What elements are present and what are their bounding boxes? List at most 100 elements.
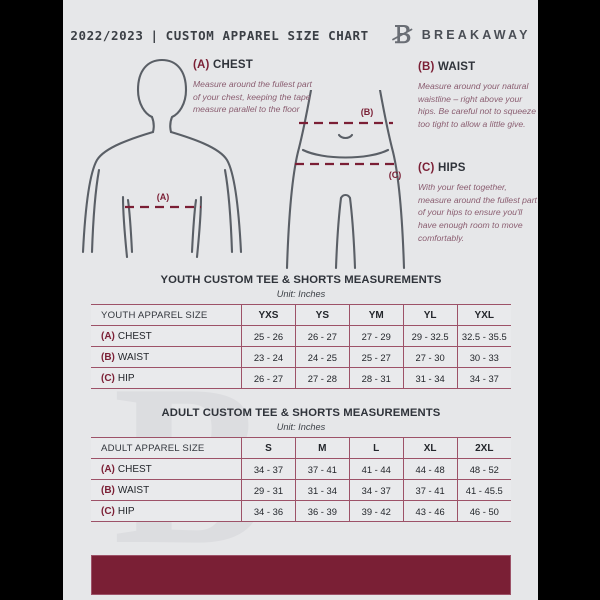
adult-size-header-0: S [241,437,296,459]
youth-cell-0-2: 27 - 29 [349,325,404,347]
youth-cell-1-4: 30 - 33 [457,346,511,368]
table-row: (A) CHEST 25 - 26 26 - 27 27 - 29 29 - 32… [91,325,511,347]
header-title: CUSTOM APPAREL SIZE CHART [165,27,369,43]
adult-cell-1-2: 34 - 37 [349,479,404,501]
hips-line-label: (C) [389,170,402,180]
callout-waist-tag: (B) [418,61,435,73]
youth-row-0-tag: (A) [101,330,115,342]
adult-row-2-name: HIP [117,505,135,517]
callout-hips-title: HIPS [437,162,466,174]
table-row: (A) CHEST 34 - 37 37 - 41 41 - 44 44 - 48… [91,458,511,480]
youth-row-1-label: (B) WAIST [91,346,242,368]
youth-row-1-tag: (B) [101,351,115,363]
callout-chest-heading: (A) CHEST [193,59,313,71]
youth-table-unit: Unit: Inches [276,289,326,299]
youth-header-label: YOUTH APPAREL SIZE [91,304,242,326]
adult-row-1-name: WAIST [117,484,150,496]
adult-cell-2-2: 39 - 42 [349,500,404,522]
adult-cell-0-3: 44 - 48 [403,458,458,480]
table-row: (C) HIP 26 - 27 27 - 28 28 - 31 31 - 34 3… [91,367,511,389]
adult-size-header-3: XL [403,437,458,459]
callout-hips-text: With your feet together, measure around … [418,182,537,243]
adult-table-title: ADULT CUSTOM TEE & SHORTS MEASUREMENTS [161,407,441,419]
header-separator: | [150,27,159,43]
adult-header-label: ADULT APPAREL SIZE [91,437,242,459]
youth-size-header-1: YS [295,304,350,326]
brand-name: BREAKAWAY [421,28,531,42]
adult-row-2-tag: (C) [101,505,115,517]
adult-row-1-label: (B) WAIST [91,479,242,501]
chest-line-label: (A) [157,192,170,202]
adult-cell-1-4: 41 - 45.5 [457,479,511,501]
youth-cell-2-3: 31 - 34 [403,367,458,389]
adult-row-0-name: CHEST [117,463,152,475]
youth-row-0-name: CHEST [117,330,152,342]
adult-cell-2-1: 36 - 39 [295,500,350,522]
callout-hips-heading: (C) HIPS [418,162,538,174]
youth-cell-0-1: 26 - 27 [295,325,350,347]
breakaway-b-monogram-icon [391,25,413,44]
youth-table-title: YOUTH CUSTOM TEE & SHORTS MEASUREMENTS [160,274,442,286]
adult-cell-1-3: 37 - 41 [403,479,458,501]
youth-size-header-4: YXL [457,304,511,326]
callout-chest-text: Measure around the fullest part of your … [193,79,312,115]
callout-chest: (A) CHEST Measure around the fullest par… [193,59,313,116]
callout-waist-heading: (B) WAIST [418,61,536,73]
measurement-diagram: (A) (B) (C) (A) CHEST Measure around the… [63,52,538,270]
callout-waist-title: WAIST [437,61,476,73]
youth-cell-2-4: 34 - 37 [457,367,511,389]
header-season: 2022/2023 [70,27,144,43]
adult-measurements-block: ADULT CUSTOM TEE & SHORTS MEASUREMENTS U… [91,407,511,522]
youth-cell-1-1: 24 - 25 [295,346,350,368]
adult-cell-0-2: 41 - 44 [349,458,404,480]
upper-body-torso-icon: (A) [81,58,243,259]
youth-size-header-2: YM [349,304,404,326]
callout-chest-title: CHEST [212,59,253,71]
table-row: (B) WAIST 23 - 24 24 - 25 25 - 27 27 - 30… [91,346,511,368]
adult-cell-1-0: 29 - 31 [241,479,296,501]
footer-bar [91,555,511,595]
adult-cell-2-4: 46 - 50 [457,500,511,522]
adult-size-header-2: L [349,437,404,459]
youth-cell-1-2: 25 - 27 [349,346,404,368]
callout-waist-text: Measure around your natural waistline – … [418,81,537,130]
youth-size-header-3: YL [403,304,458,326]
youth-row-2-label: (C) HIP [91,367,242,389]
youth-measurements-block: YOUTH CUSTOM TEE & SHORTS MEASUREMENTS U… [91,274,511,389]
adult-cell-1-1: 31 - 34 [295,479,350,501]
page-header: 2022/2023 | CUSTOM APPAREL SIZE CHART BREA… [63,18,538,52]
youth-size-header-0: YXS [241,304,296,326]
adult-size-header-4: 2XL [457,437,511,459]
youth-cell-2-0: 26 - 27 [241,367,296,389]
youth-row-2-tag: (C) [101,372,115,384]
youth-cell-1-0: 23 - 24 [241,346,296,368]
adult-row-2-label: (C) HIP [91,500,242,522]
youth-table-header-row: YOUTH APPAREL SIZE YXS YS YM YL YXL [91,304,511,326]
lower-body-hips-icon: (B) (C) [285,90,406,270]
youth-cell-0-3: 29 - 32.5 [403,325,458,347]
adult-cell-0-4: 48 - 52 [457,458,511,480]
youth-cell-2-2: 28 - 31 [349,367,404,389]
header-title-group: 2022/2023 | CUSTOM APPAREL SIZE CHART [70,28,368,43]
adult-cell-0-1: 37 - 41 [295,458,350,480]
callout-chest-tag: (A) [193,59,210,71]
adult-table-unit: Unit: Inches [276,422,326,432]
callout-hips: (C) HIPS With your feet together, measur… [418,162,538,245]
adult-cell-2-3: 43 - 46 [403,500,458,522]
table-row: (B) WAIST 29 - 31 31 - 34 34 - 37 37 - 41… [91,479,511,501]
callout-waist: (B) WAIST Measure around your natural wa… [418,61,536,131]
table-row: (C) HIP 34 - 36 36 - 39 39 - 42 43 - 46 4… [91,500,511,522]
youth-row-1-name: WAIST [117,351,150,363]
youth-size-table: YOUTH APPAREL SIZE YXS YS YM YL YXL (A) C… [91,304,511,389]
adult-cell-0-0: 34 - 37 [241,458,296,480]
youth-row-0-label: (A) CHEST [91,325,242,347]
size-chart-page: B 2022/2023|CUSTOM APPAREL SIZE CHART BR… [63,0,538,600]
youth-cell-1-3: 27 - 30 [403,346,458,368]
adult-table-header-row: ADULT APPAREL SIZE S M L XL 2XL [91,437,511,459]
waist-line-label: (B) [361,107,374,117]
callout-hips-tag: (C) [418,162,435,174]
adult-row-0-label: (A) CHEST [91,458,242,480]
adult-row-1-tag: (B) [101,484,115,496]
adult-row-0-tag: (A) [101,463,115,475]
youth-cell-2-1: 27 - 28 [295,367,350,389]
